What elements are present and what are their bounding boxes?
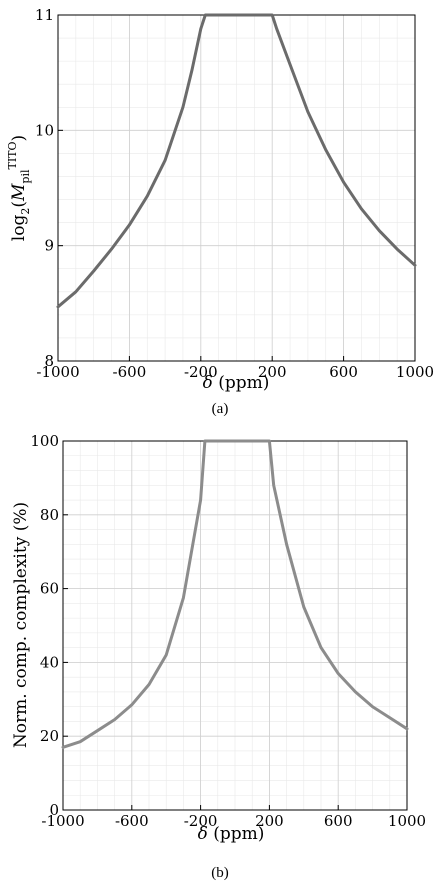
chart-b-grid: [62, 440, 408, 811]
chart-a-ylabel-m: M: [9, 183, 29, 202]
chart-a: -1000 -600 -200 200 600 1000 8 9 10 11 δ (ppm) lo…: [6, 6, 434, 417]
chart-a-grid: [57, 14, 416, 362]
chart-b-ytick-label: 0: [49, 801, 59, 819]
chart-a-ylabel-log-base: 2: [19, 208, 32, 215]
chart-b-ytick-label: 20: [40, 727, 59, 745]
chart-b-ticks: -1000 -600 -200 200 600 1000 0 20 40 60 80 100: [30, 432, 426, 830]
chart-a-ticks: -1000 -600 -200 200 600 1000 8 9 10 11: [35, 6, 434, 381]
chart-b-ytick-label: 80: [40, 506, 59, 524]
chart-a-caption: (a): [212, 401, 229, 417]
chart-b-xtick-label: -1000: [41, 812, 84, 830]
chart-a-ytick-label: 11: [35, 6, 54, 24]
chart-a-xtick-label: -1000: [36, 363, 79, 381]
chart-a-xtick-label: 1000: [396, 363, 434, 381]
chart-b: -1000 -600 -200 200 600 1000 0 20 40 60 80 100 δ (p…: [11, 432, 426, 881]
chart-a-xlabel-symbol: δ: [203, 373, 213, 393]
chart-b-ytick-label: 40: [40, 653, 59, 671]
chart-b-xtick-label: -600: [115, 812, 149, 830]
chart-b-xtick-label: 600: [324, 812, 353, 830]
chart-b-xlabel: δ (ppm): [198, 824, 265, 844]
chart-a-ytick-label: 9: [44, 237, 54, 255]
chart-b-xtick-label: -200: [184, 812, 218, 830]
chart-a-series: [56, 13, 417, 309]
chart-a-ylabel-m-sub: pil: [19, 169, 32, 184]
chart-a-ylabel-text: log2(MpilTITO): [6, 135, 32, 241]
chart-b-ytick-label: 60: [40, 580, 59, 598]
chart-b-ytick-label: 100: [30, 432, 59, 450]
chart-b-xtick-label: 200: [255, 812, 284, 830]
chart-a-ytick-label: 10: [35, 121, 54, 139]
chart-a-ylabel: log2(MpilTITO): [6, 135, 32, 241]
chart-b-ylabel: Norm. comp. complexity (%): [11, 502, 31, 748]
chart-a-xtick-label: -600: [113, 363, 147, 381]
chart-b-xlabel-unit: (ppm): [208, 824, 265, 844]
chart-b-xtick-label: 1000: [388, 812, 426, 830]
chart-a-xlabel: δ (ppm): [203, 373, 270, 393]
chart-a-series-line: [56, 13, 417, 309]
chart-b-series-line: [61, 439, 409, 749]
chart-b-caption: (b): [211, 865, 229, 881]
chart-a-xtick-label: 600: [329, 363, 358, 381]
chart-b-xlabel-symbol: δ: [198, 824, 208, 844]
chart-a-xtick-label: 200: [258, 363, 287, 381]
chart-a-ylabel-log: log: [9, 215, 29, 242]
chart-b-series: [61, 439, 409, 749]
chart-a-xtick-label: -200: [184, 363, 218, 381]
chart-a-xlabel-unit: (ppm): [213, 373, 270, 393]
chart-a-ytick-label: 8: [44, 352, 54, 370]
chart-a-ylabel-m-sup: TITO: [6, 141, 19, 169]
